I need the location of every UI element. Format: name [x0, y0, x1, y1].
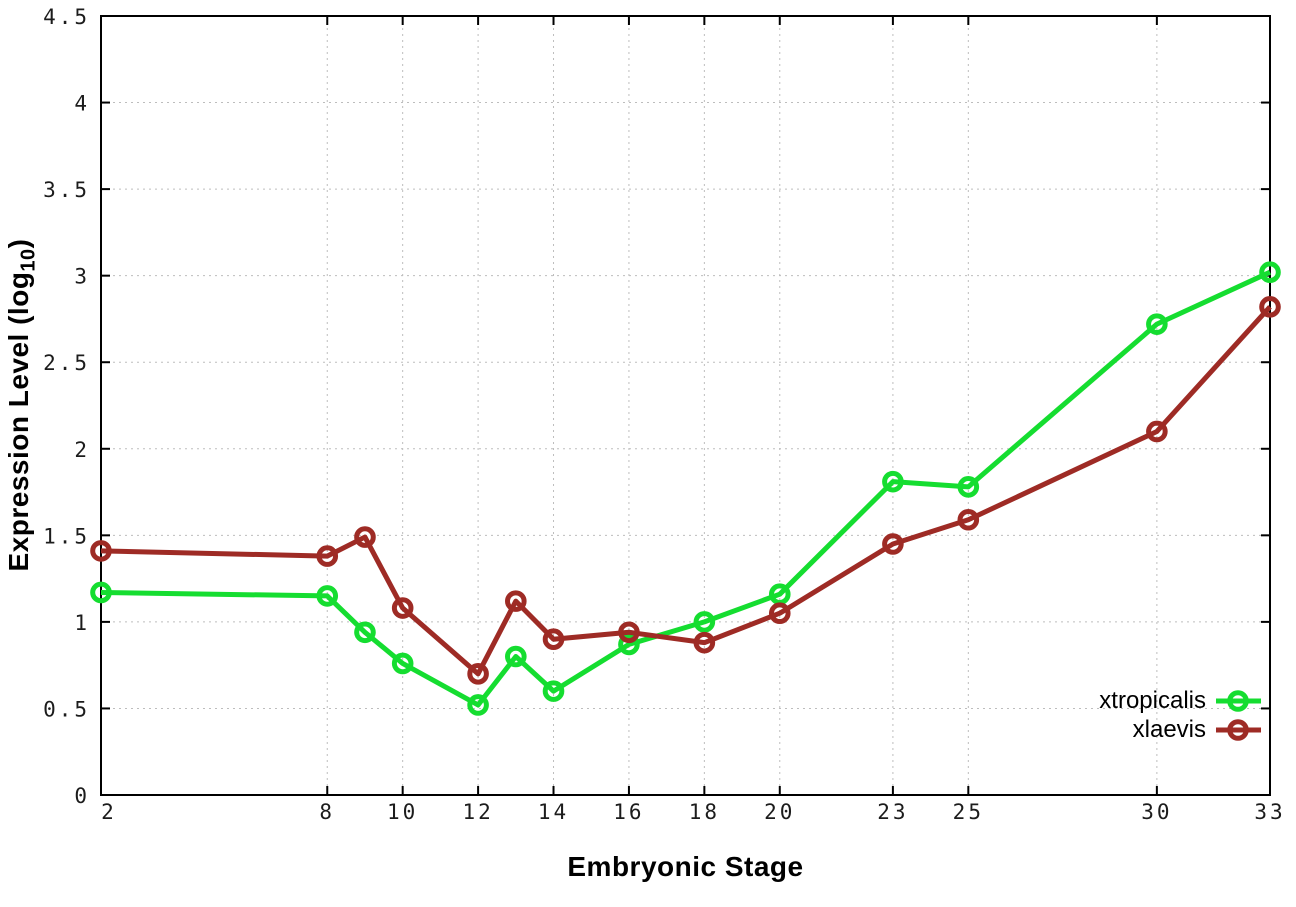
marker-xtropicalis: [467, 694, 489, 716]
x-tick-label: 30: [1141, 800, 1172, 824]
plot-border: [100, 15, 1271, 796]
marker-xtropicalis: [90, 581, 112, 604]
x-tick-label: 23: [877, 800, 908, 824]
marker-xlaevis: [768, 602, 791, 625]
y-tick-label: 1.5: [43, 524, 90, 548]
x-tick-label: 8: [319, 800, 335, 824]
legend-item-xtropicalis: xtropicalis: [1099, 688, 1262, 714]
y-tick-label: 0: [74, 784, 90, 808]
marker-xlaevis: [1259, 296, 1281, 318]
marker-xtropicalis: [505, 645, 527, 668]
x-tick-label: 33: [1254, 800, 1285, 824]
marker-xtropicalis: [391, 652, 414, 675]
x-tick-label: 12: [462, 800, 493, 824]
x-axis-title: Embryonic Stage: [567, 851, 804, 882]
marker-xlaevis: [505, 590, 527, 612]
legend-label-xlaevis: xlaevis: [1132, 716, 1206, 743]
y-tick-label: 3: [74, 265, 90, 289]
y-tick-label: 1: [74, 611, 90, 635]
x-tick-label: 25: [953, 800, 984, 824]
marker-xlaevis: [1146, 420, 1168, 443]
y-axis-title-text: Expression Level (log: [3, 271, 34, 572]
marker-xtropicalis: [957, 476, 980, 498]
marker-xtropicalis: [316, 585, 339, 607]
y-tick-label: 4: [74, 92, 90, 116]
y-axis-title: Expression Level (log10): [3, 195, 45, 615]
marker-xtropicalis: [1146, 313, 1168, 335]
marker-xtropicalis: [1259, 261, 1281, 284]
x-tick-label: 10: [387, 800, 418, 824]
y-tick-label: 2: [74, 438, 90, 462]
y-tick-label: 4.5: [43, 5, 90, 29]
marker-xtropicalis: [693, 611, 716, 633]
marker-xlaevis: [467, 663, 489, 685]
marker-xlaevis: [542, 628, 565, 651]
x-tick-label: 14: [538, 800, 569, 824]
x-tick-label: 16: [613, 800, 644, 824]
marker-xlaevis: [391, 597, 414, 619]
y-tick-label: 3.5: [43, 178, 90, 202]
y-axis-title-subscript: 10: [17, 248, 40, 272]
x-tick-label: 2: [101, 800, 117, 824]
marker-xlaevis: [90, 540, 112, 562]
marker-xlaevis: [354, 526, 376, 548]
marker-xtropicalis: [882, 470, 904, 493]
marker-xtropicalis: [542, 680, 565, 702]
x-tick-label: 20: [764, 800, 795, 824]
legend-label-xtropicalis: xtropicalis: [1099, 687, 1206, 714]
marker-xlaevis: [882, 533, 904, 555]
marker-xlaevis: [693, 631, 716, 654]
marker-xlaevis: [957, 508, 980, 531]
legend-item-xlaevis: xlaevis: [1133, 717, 1262, 743]
marker-xtropicalis: [354, 621, 376, 644]
marker-xtropicalis: [618, 633, 640, 656]
y-tick-label: 0.5: [43, 697, 90, 721]
marker-xlaevis: [618, 621, 640, 644]
series-line-xlaevis: [100, 305, 1272, 677]
legend: xtropicalis xlaevis: [1099, 688, 1262, 743]
legend-marker-xtropicalis-icon: [1216, 690, 1261, 712]
marker-xlaevis: [316, 545, 339, 567]
x-tick-label: 18: [689, 800, 720, 824]
legend-marker-xlaevis-icon: [1216, 719, 1261, 741]
y-tick-label: 2.5: [43, 351, 90, 375]
y-axis-title-close: ): [3, 238, 34, 249]
